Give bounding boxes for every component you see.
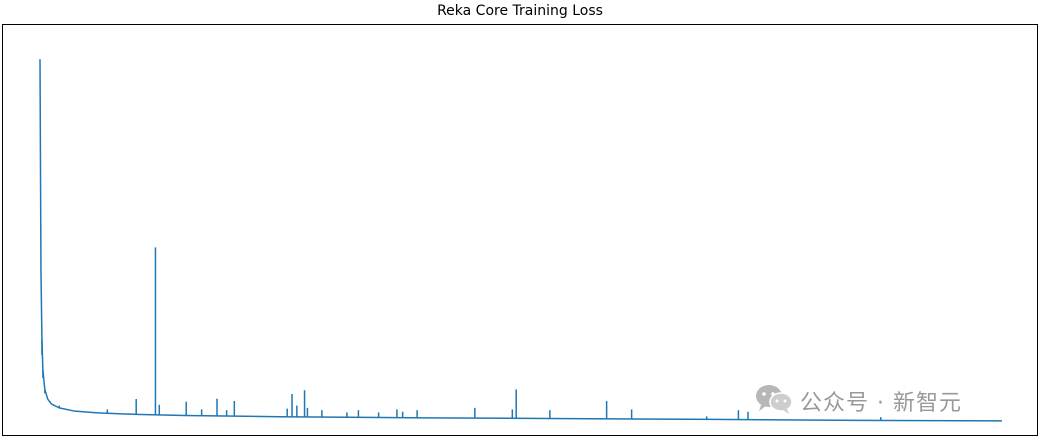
watermark: 公众号 · 新智元	[754, 383, 962, 419]
loss-curve-line	[39, 59, 1003, 422]
axes-frame	[2, 24, 1038, 436]
wechat-icon	[754, 383, 794, 419]
chart-title: Reka Core Training Loss	[437, 3, 603, 19]
watermark-text: 公众号 · 新智元	[800, 391, 962, 416]
series-group	[39, 59, 1003, 422]
